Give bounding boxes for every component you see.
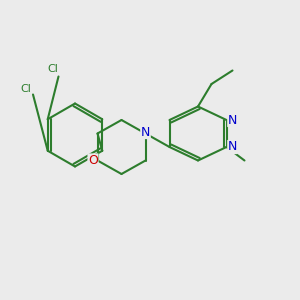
Text: N: N [228, 140, 237, 154]
Text: Cl: Cl [20, 83, 31, 94]
Text: O: O [88, 154, 98, 167]
Text: N: N [141, 125, 150, 139]
Text: N: N [228, 113, 237, 127]
Text: Cl: Cl [47, 64, 58, 74]
